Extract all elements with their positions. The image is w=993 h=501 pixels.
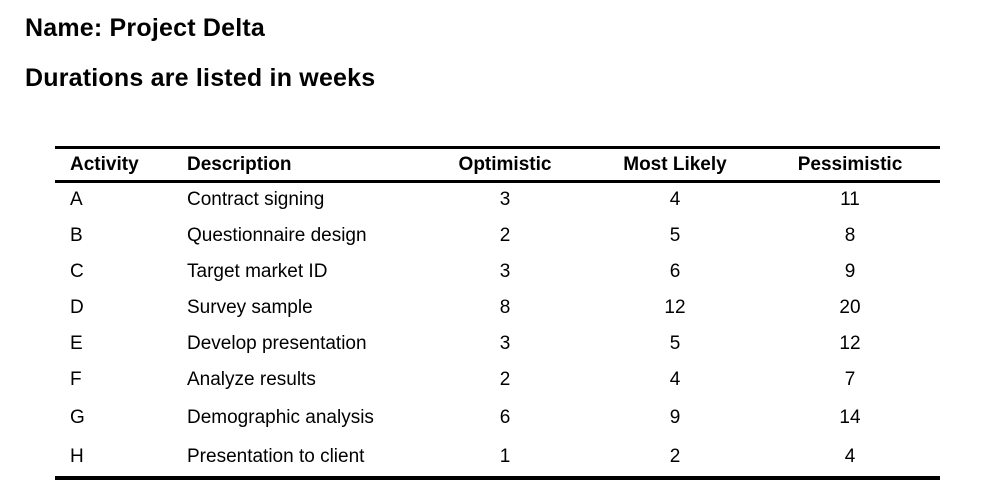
col-header-optimistic: Optimistic <box>458 153 552 175</box>
cell-optimistic: 3 <box>499 189 511 211</box>
cell-description: Contract signing <box>187 189 325 211</box>
cell-activity: G <box>70 406 85 428</box>
cell-pessimistic: 4 <box>844 445 856 467</box>
cell-activity: H <box>70 445 84 467</box>
col-header-description: Description <box>187 153 292 175</box>
table-row: F Analyze results 2 4 7 <box>55 362 940 398</box>
project-name-title: Name: Project Delta <box>25 14 265 42</box>
table-row: B Questionnaire design 2 5 8 <box>55 218 940 254</box>
cell-most-likely: 2 <box>669 445 681 467</box>
table-row: G Demographic analysis 6 9 14 <box>55 398 940 438</box>
cell-activity: A <box>70 189 83 211</box>
cell-activity: F <box>70 368 82 390</box>
cell-most-likely: 9 <box>669 406 681 428</box>
durations-table: Activity Description Optimistic Most Lik… <box>55 146 940 480</box>
col-header-most-likely: Most Likely <box>623 153 727 175</box>
table-row: D Survey sample 8 12 20 <box>55 290 940 326</box>
cell-optimistic: 2 <box>499 368 511 390</box>
cell-pessimistic: 12 <box>839 332 861 354</box>
table-row: H Presentation to client 1 2 4 <box>55 438 940 478</box>
cell-description: Presentation to client <box>187 445 365 467</box>
cell-description: Develop presentation <box>187 332 367 354</box>
cell-pessimistic: 11 <box>840 189 860 211</box>
cell-description: Analyze results <box>187 368 316 390</box>
cell-pessimistic: 14 <box>839 406 861 428</box>
cell-most-likely: 4 <box>669 189 681 211</box>
col-header-pessimistic: Pessimistic <box>797 153 903 175</box>
cell-optimistic: 8 <box>499 296 511 318</box>
cell-most-likely: 6 <box>669 260 681 282</box>
cell-most-likely: 5 <box>669 332 681 354</box>
col-header-activity: Activity <box>70 153 139 175</box>
cell-optimistic: 2 <box>499 224 511 246</box>
cell-optimistic: 3 <box>499 260 511 282</box>
cell-description: Target market ID <box>187 260 328 282</box>
cell-pessimistic: 20 <box>839 296 861 318</box>
cell-most-likely: 4 <box>669 368 681 390</box>
cell-description: Survey sample <box>187 296 313 318</box>
cell-activity: C <box>70 260 84 282</box>
table-row: E Develop presentation 3 5 12 <box>55 326 940 362</box>
cell-activity: B <box>70 224 83 246</box>
durations-subtitle: Durations are listed in weeks <box>25 64 376 92</box>
cell-description: Demographic analysis <box>187 406 374 428</box>
cell-description: Questionnaire design <box>187 224 367 246</box>
table-row: C Target market ID 3 6 9 <box>55 254 940 290</box>
cell-pessimistic: 8 <box>844 224 856 246</box>
cell-most-likely: 5 <box>669 224 681 246</box>
header-row: Activity Description Optimistic Most Lik… <box>55 148 940 182</box>
table-row: A Contract signing 3 4 11 <box>55 182 940 218</box>
cell-activity: E <box>70 332 83 354</box>
cell-activity: D <box>70 296 84 318</box>
cell-most-likely: 12 <box>664 296 686 318</box>
cell-optimistic: 3 <box>499 332 511 354</box>
cell-optimistic: 1 <box>499 445 511 467</box>
cell-pessimistic: 7 <box>844 368 856 390</box>
cell-pessimistic: 9 <box>844 260 856 282</box>
cell-optimistic: 6 <box>499 406 511 428</box>
